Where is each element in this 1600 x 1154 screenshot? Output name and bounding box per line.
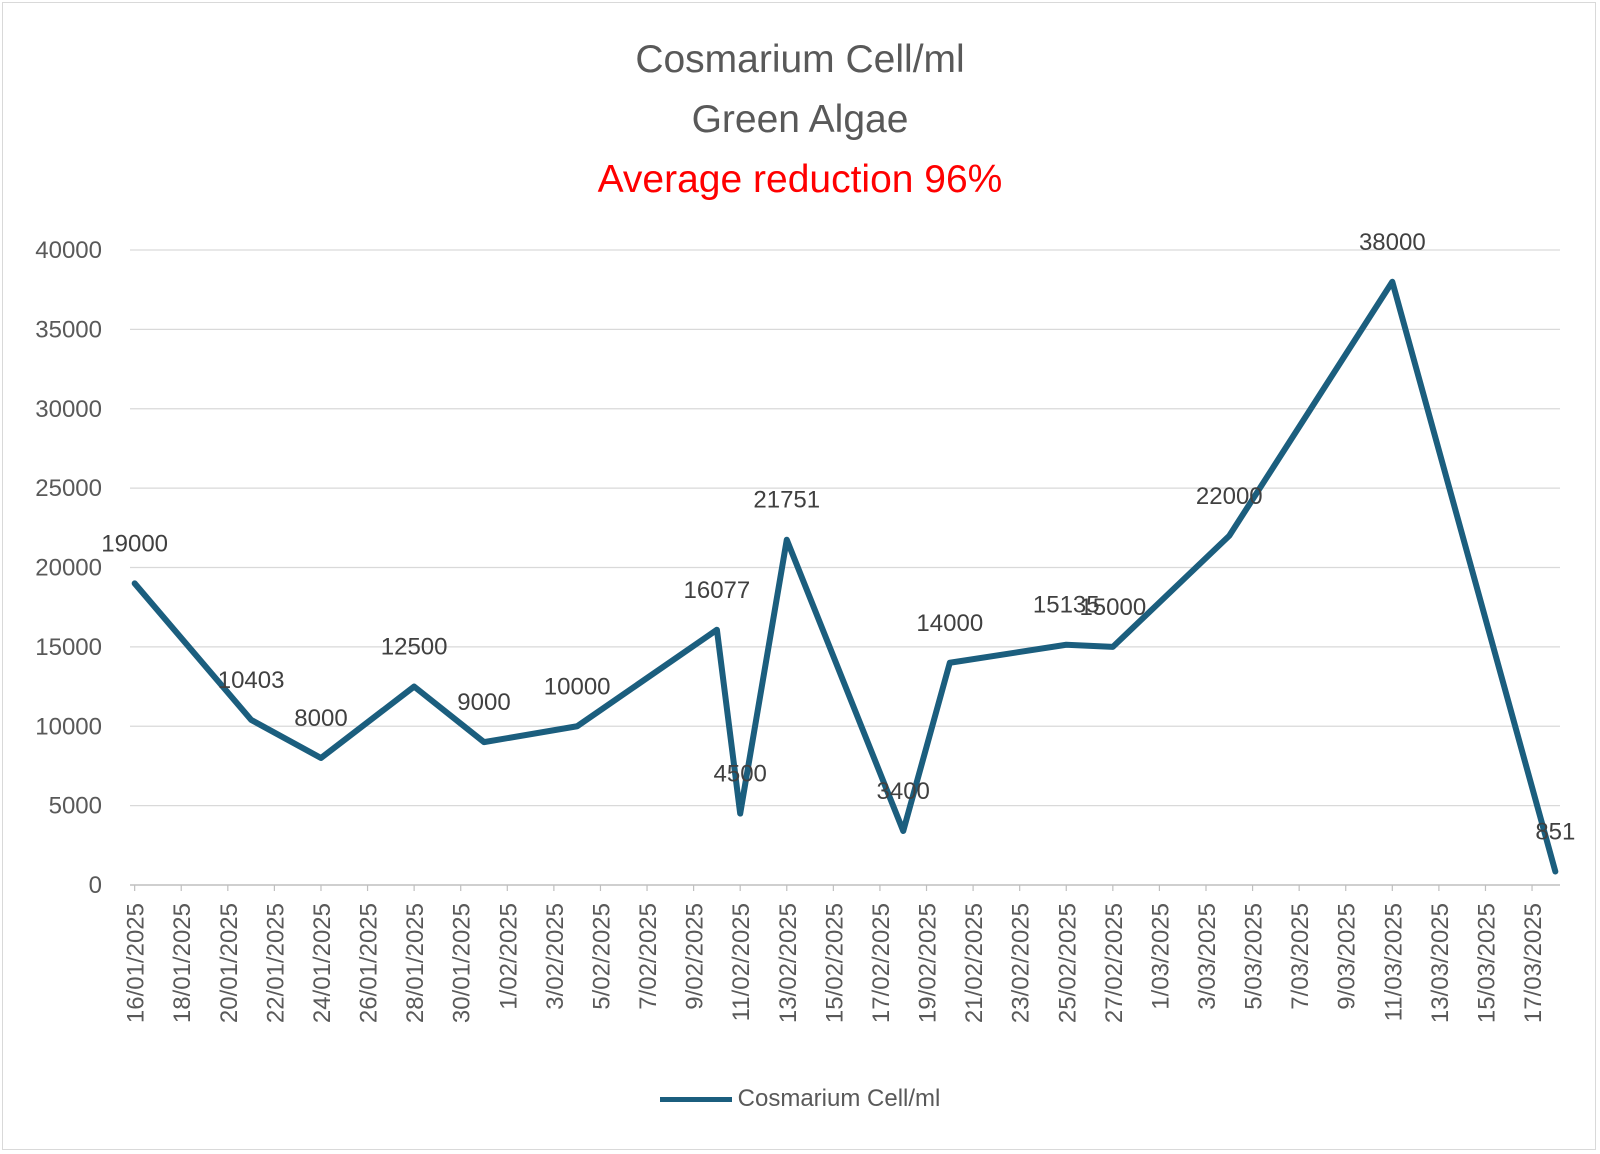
x-tick-label: 30/01/2025 xyxy=(449,903,476,1023)
data-label: 3400 xyxy=(877,778,930,805)
x-tick-label: 1/02/2025 xyxy=(495,903,522,1010)
data-label: 4500 xyxy=(714,761,767,788)
legend-label: Cosmarium Cell/ml xyxy=(737,1085,941,1112)
data-label: 9000 xyxy=(457,689,510,716)
x-tick-label: 7/03/2025 xyxy=(1287,903,1314,1010)
y-tick-label: 0 xyxy=(89,872,102,899)
data-label: 22000 xyxy=(1196,483,1263,510)
data-label: 38000 xyxy=(1359,229,1426,256)
data-label: 21751 xyxy=(753,487,820,514)
x-tick-label: 7/02/2025 xyxy=(635,903,662,1010)
x-tick-label: 20/01/2025 xyxy=(216,903,243,1023)
x-tick-label: 3/02/2025 xyxy=(542,903,569,1010)
data-labels: 19000 10403 8000 12500 9000 10000 16077 4500 217… xyxy=(101,229,1575,846)
legend-swatch xyxy=(659,1097,732,1103)
series-line-group xyxy=(131,278,1559,875)
x-tick-label: 11/03/2025 xyxy=(1380,903,1407,1021)
data-label: 10000 xyxy=(544,673,611,700)
x-tick-label: 5/02/2025 xyxy=(588,903,615,1010)
data-label: 10403 xyxy=(218,667,285,694)
x-tick-label: 15/02/2025 xyxy=(821,903,848,1023)
x-tick-label: 1/03/2025 xyxy=(1147,903,1174,1010)
x-tick-label: 23/02/2025 xyxy=(1008,903,1035,1023)
chart-title-block: Cosmarium Cell/ml Green Algae Average re… xyxy=(0,30,1600,210)
data-label: 14000 xyxy=(916,610,983,637)
x-tick-label: 24/01/2025 xyxy=(309,903,336,1023)
gridlines xyxy=(130,249,1560,807)
data-label: 15135 xyxy=(1033,592,1100,619)
x-tick-label: 22/01/2025 xyxy=(262,903,289,1023)
x-tick-label: 13/02/2025 xyxy=(775,903,802,1023)
chart-subtitle: Green Algae xyxy=(691,98,909,141)
x-tick-label: 9/03/2025 xyxy=(1334,903,1361,1010)
y-tick-label: 15000 xyxy=(35,634,102,661)
chart-annotation: Average reduction 96% xyxy=(597,158,1003,201)
x-tick-label: 16/01/2025 xyxy=(123,903,150,1023)
data-label: 16077 xyxy=(684,577,751,604)
data-label: 8000 xyxy=(294,705,347,732)
x-axis xyxy=(130,884,1560,891)
chart-title: Cosmarium Cell/ml xyxy=(635,38,965,81)
y-tick-label: 30000 xyxy=(35,396,102,423)
x-tick-label: 13/03/2025 xyxy=(1427,903,1454,1023)
y-tick-label: 35000 xyxy=(35,316,102,343)
y-axis-ticks: 0 5000 10000 15000 20000 25000 30000 35000 40000 xyxy=(35,237,102,899)
x-tick-label: 11/02/2025 xyxy=(728,903,755,1021)
x-tick-label: 18/01/2025 xyxy=(169,903,196,1023)
x-tick-label: 15/03/2025 xyxy=(1473,903,1500,1023)
data-label: 15000 xyxy=(1079,594,1146,621)
x-tick-label: 17/03/2025 xyxy=(1520,903,1547,1023)
x-tick-label: 25/02/2025 xyxy=(1054,903,1081,1023)
data-label: 19000 xyxy=(101,530,168,557)
x-tick-label: 5/03/2025 xyxy=(1241,903,1268,1010)
x-tick-label: 26/01/2025 xyxy=(356,903,383,1023)
y-tick-label: 20000 xyxy=(35,555,102,582)
y-tick-label: 10000 xyxy=(35,713,102,740)
x-tick-label: 9/02/2025 xyxy=(682,903,709,1010)
x-tick-label: 21/02/2025 xyxy=(961,903,988,1023)
data-label: 12500 xyxy=(381,634,448,661)
y-tick-label: 25000 xyxy=(35,475,102,502)
y-tick-label: 5000 xyxy=(49,793,102,820)
x-axis-ticks: 16/01/2025 18/01/2025 20/01/2025 22/01/2025… xyxy=(123,903,1547,1023)
series-line xyxy=(131,278,1559,875)
y-tick-label: 40000 xyxy=(35,237,102,264)
x-tick-label: 17/02/2025 xyxy=(868,903,895,1023)
x-tick-label: 19/02/2025 xyxy=(915,903,942,1023)
x-tick-label: 27/02/2025 xyxy=(1101,903,1128,1023)
legend: Cosmarium Cell/ml xyxy=(0,1085,1600,1113)
data-label: 851 xyxy=(1535,818,1575,845)
x-tick-label: 28/01/2025 xyxy=(402,903,429,1023)
x-tick-label: 3/03/2025 xyxy=(1194,903,1221,1010)
